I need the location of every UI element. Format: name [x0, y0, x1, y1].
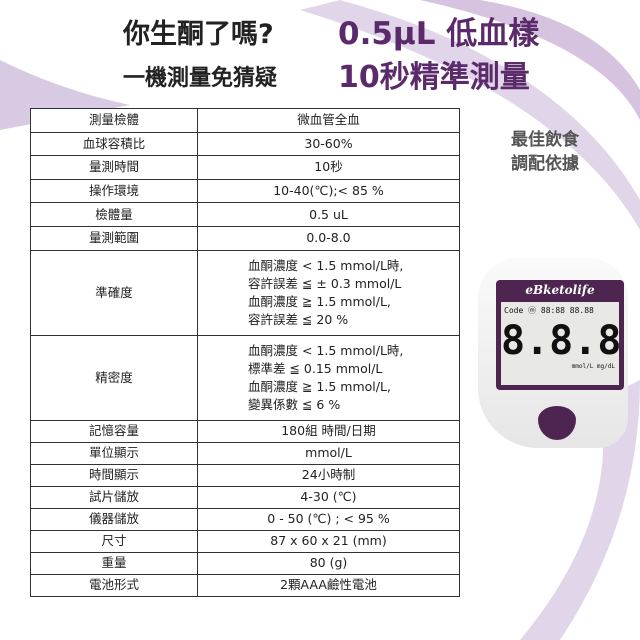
spec-label: 試片儲放	[30, 485, 198, 509]
side-text: 最佳飲食 調配依據	[511, 130, 579, 174]
table-row: 操作環境 10-40(℃);< 85 %	[30, 178, 460, 204]
spec-value: 微血管全血	[197, 108, 460, 133]
table-row: 試片儲放 4-30 (℃)	[30, 485, 460, 509]
spec-label: 記憶容量	[30, 419, 198, 443]
meter-screen: eBketolife Code ⓜ 88:88 88.88 8.8.8 mmol…	[496, 280, 624, 390]
spec-label: 量測範圍	[30, 225, 198, 251]
spec-value: 24小時制	[197, 463, 460, 487]
spec-label: 檢體量	[30, 202, 198, 227]
headline-subtitle: 一機測量免猜疑	[123, 66, 278, 91]
spec-label: 儀器儲放	[30, 507, 198, 531]
spec-value: 血酮濃度 < 1.5 mmol/L時, 容許誤差 ≦ ± 0.3 mmol/L 血酮…	[197, 249, 460, 336]
spec-value: 4-30 (℃)	[197, 485, 460, 509]
table-row: 儀器儲放 0 - 50 (℃) ; < 95 %	[30, 507, 460, 531]
table-row: 量測範圍 0.0-8.0	[30, 225, 460, 251]
spec-value: 0.0-8.0	[197, 225, 460, 251]
spec-value: 血酮濃度 < 1.5 mmol/L時, 標準差 ≦ 0.15 mmol/L 血酮濃度…	[197, 334, 460, 421]
table-row: 測量檢體 微血管全血	[30, 108, 460, 133]
table-row: 檢體量 0.5 uL	[30, 202, 460, 227]
headline-time: 10秒精準測量	[338, 60, 530, 95]
spec-value: 180組 時間/日期	[197, 419, 460, 443]
table-row: 重量 80 (g)	[30, 551, 460, 575]
spec-value: 80 (g)	[197, 551, 460, 575]
table-row: 電池形式 2顆AAA鹼性電池	[30, 573, 460, 597]
spec-label: 測量檢體	[30, 108, 198, 133]
brand-logo: eBketolife	[525, 283, 595, 297]
table-row: 尺寸 87 x 60 x 21 (mm)	[30, 529, 460, 553]
table-row: 記憶容量 180組 時間/日期	[30, 419, 460, 443]
table-row: 血球容積比 30-60%	[30, 131, 460, 157]
heart-button	[538, 406, 576, 440]
spec-value: 10-40(℃);< 85 %	[197, 178, 460, 204]
spec-label: 重量	[30, 551, 198, 575]
table-row: 量測時間 10秒	[30, 155, 460, 180]
headline-question: 你生酮了嗎?	[123, 19, 274, 50]
table-row: 準確度 血酮濃度 < 1.5 mmol/L時, 容許誤差 ≦ ± 0.3 mmol/…	[30, 249, 460, 336]
spec-label: 時間顯示	[30, 463, 198, 487]
spec-label: 量測時間	[30, 155, 198, 180]
table-row: 時間顯示 24小時制	[30, 463, 460, 487]
spec-table: 測量檢體 微血管全血 血球容積比 30-60% 量測時間 10秒 操作環境 10-40(℃);…	[30, 108, 460, 597]
spec-value: 87 x 60 x 21 (mm)	[197, 529, 460, 553]
headline-sample: 0.5μL 低血樣	[338, 16, 540, 52]
spec-value: 30-60%	[197, 131, 460, 157]
spec-value: 0 - 50 (℃) ; < 95 %	[197, 507, 460, 531]
spec-label: 單位顯示	[30, 441, 198, 465]
spec-label: 尺寸	[30, 529, 198, 553]
spec-value: mmol/L	[197, 441, 460, 465]
spec-label: 血球容積比	[30, 131, 198, 157]
ketone-meter-image: eBketolife Code ⓜ 88:88 88.88 8.8.8 mmol…	[478, 258, 628, 448]
spec-value: 10秒	[197, 155, 460, 180]
spec-value: 2顆AAA鹼性電池	[197, 573, 460, 597]
spec-label: 操作環境	[30, 178, 198, 204]
spec-label: 電池形式	[30, 573, 198, 597]
spec-label: 精密度	[30, 334, 198, 421]
table-row: 精密度 血酮濃度 < 1.5 mmol/L時, 標準差 ≦ 0.15 mmol/L 血…	[30, 334, 460, 421]
spec-label: 準確度	[30, 249, 198, 336]
spec-value: 0.5 uL	[197, 202, 460, 227]
table-row: 單位顯示 mmol/L	[30, 441, 460, 465]
